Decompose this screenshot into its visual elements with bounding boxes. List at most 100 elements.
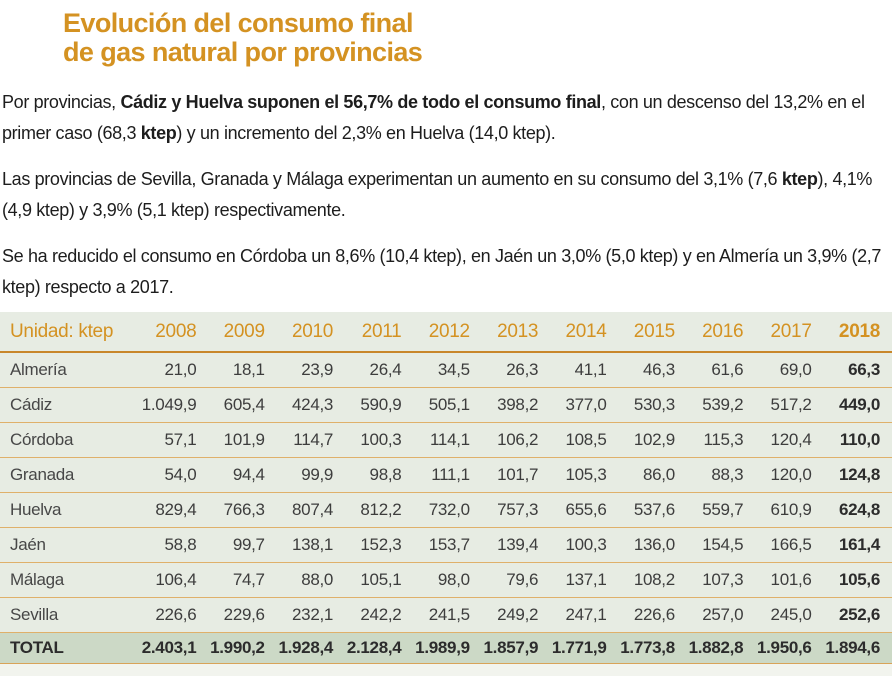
total-value-cell: 2.128,4 bbox=[345, 632, 414, 665]
value-cell: 537,6 bbox=[618, 492, 687, 528]
value-cell: 107,3 bbox=[686, 562, 756, 598]
paragraph-run: ), 4,1% (4,9 ktep) y 3,9% (5,1 ktep) res… bbox=[2, 169, 873, 220]
paragraph-run: Las provincias de Sevilla, Granada y Mál… bbox=[2, 169, 782, 189]
summary-paragraphs: Por provincias, Cádiz y Huelva suponen e… bbox=[2, 87, 890, 318]
table-row: Málaga 106,4 74,7 88,0 105,1 98,0 79,6 137,1 108… bbox=[0, 562, 892, 598]
value-cell: 99,9 bbox=[276, 457, 346, 493]
value-cell: 98,0 bbox=[413, 562, 482, 598]
value-cell: 245,0 bbox=[755, 597, 824, 633]
page-title-line-2: de gas natural por provincias bbox=[63, 37, 423, 67]
value-cell: 559,7 bbox=[686, 492, 756, 528]
value-cell: 139,4 bbox=[481, 527, 551, 563]
value-cell: 590,9 bbox=[345, 387, 414, 423]
year-header: 2016 bbox=[686, 312, 756, 353]
value-cell: 94,4 bbox=[208, 457, 277, 493]
value-cell: 766,3 bbox=[208, 492, 277, 528]
total-value-cell: 1.773,8 bbox=[618, 632, 687, 665]
value-cell: 247,1 bbox=[550, 597, 619, 633]
year-header: 2013 bbox=[481, 312, 551, 353]
value-cell: 154,5 bbox=[686, 527, 756, 563]
value-cell: 449,0 bbox=[823, 387, 892, 423]
table-row: Almería 21,0 18,1 23,9 26,4 34,5 26,3 41,1 46,3 6… bbox=[0, 352, 892, 388]
value-cell: 539,2 bbox=[686, 387, 756, 423]
paragraph-bold-run: Cádiz y Huelva suponen el 56,7% de todo … bbox=[120, 92, 601, 112]
paragraph-run: Se ha reducido el consumo en Córdoba un … bbox=[2, 246, 882, 297]
value-cell: 398,2 bbox=[481, 387, 551, 423]
value-cell: 23,9 bbox=[276, 352, 346, 388]
value-cell: 110,0 bbox=[823, 422, 892, 458]
table-header: Unidad: ktep 2008 2009 2010 2011 2012 2013 2014… bbox=[0, 312, 892, 353]
value-cell: 100,3 bbox=[550, 527, 619, 563]
value-cell: 108,2 bbox=[618, 562, 687, 598]
value-cell: 41,1 bbox=[550, 352, 619, 388]
province-label: Sevilla bbox=[0, 597, 140, 633]
value-cell: 66,3 bbox=[823, 352, 892, 388]
bottom-strip bbox=[0, 664, 892, 676]
value-cell: 58,8 bbox=[140, 527, 209, 563]
province-label: Almería bbox=[0, 352, 140, 388]
value-cell: 232,1 bbox=[276, 597, 346, 633]
province-label: Málaga bbox=[0, 562, 140, 598]
value-cell: 757,3 bbox=[481, 492, 551, 528]
total-value-cell: 1.950,6 bbox=[755, 632, 824, 665]
province-label: Cádiz bbox=[0, 387, 140, 423]
value-cell: 57,1 bbox=[140, 422, 209, 458]
value-cell: 26,3 bbox=[481, 352, 551, 388]
value-cell: 88,3 bbox=[686, 457, 756, 493]
value-cell: 530,3 bbox=[618, 387, 687, 423]
value-cell: 249,2 bbox=[481, 597, 551, 633]
value-cell: 108,5 bbox=[550, 422, 619, 458]
value-cell: 161,4 bbox=[823, 527, 892, 563]
value-cell: 226,6 bbox=[618, 597, 687, 633]
table-row: Granada 54,0 94,4 99,9 98,8 111,1 101,7 105,3 86… bbox=[0, 457, 892, 493]
value-cell: 812,2 bbox=[345, 492, 414, 528]
value-cell: 105,6 bbox=[823, 562, 892, 598]
value-cell: 120,0 bbox=[755, 457, 824, 493]
value-cell: 106,4 bbox=[140, 562, 209, 598]
unit-label: Unidad: ktep bbox=[0, 312, 140, 353]
paragraph: Las provincias de Sevilla, Granada y Mál… bbox=[2, 164, 890, 226]
value-cell: 86,0 bbox=[618, 457, 687, 493]
year-header: 2015 bbox=[618, 312, 687, 353]
value-cell: 98,8 bbox=[345, 457, 414, 493]
total-value-cell: 1.857,9 bbox=[481, 632, 551, 665]
value-cell: 101,6 bbox=[755, 562, 824, 598]
value-cell: 100,3 bbox=[345, 422, 414, 458]
page-title: Evolución del consumo final de gas natur… bbox=[63, 9, 423, 67]
paragraph: Por provincias, Cádiz y Huelva suponen e… bbox=[2, 87, 890, 149]
total-value-cell: 1.894,6 bbox=[823, 632, 892, 665]
table-body: Almería 21,0 18,1 23,9 26,4 34,5 26,3 41,1 46,3 6… bbox=[0, 352, 892, 665]
value-cell: 732,0 bbox=[413, 492, 482, 528]
value-cell: 114,1 bbox=[413, 422, 482, 458]
value-cell: 46,3 bbox=[618, 352, 687, 388]
year-header: 2017 bbox=[755, 312, 824, 353]
value-cell: 257,0 bbox=[686, 597, 756, 633]
table-header-row: Unidad: ktep 2008 2009 2010 2011 2012 2013 2014… bbox=[0, 312, 892, 353]
value-cell: 99,7 bbox=[208, 527, 277, 563]
year-header: 2008 bbox=[140, 312, 209, 353]
table-row: Huelva 829,4 766,3 807,4 812,2 732,0 757,3 655,… bbox=[0, 492, 892, 528]
value-cell: 106,2 bbox=[481, 422, 551, 458]
total-row: TOTAL 2.403,1 1.990,2 1.928,4 2.128,4 1.989,9… bbox=[0, 632, 892, 665]
year-header: 2018 bbox=[823, 312, 892, 353]
paragraph-run: , con un descenso del 13,2% en el primer… bbox=[2, 92, 865, 143]
year-header: 2010 bbox=[276, 312, 346, 353]
value-cell: 229,6 bbox=[208, 597, 277, 633]
total-value-cell: 1.771,9 bbox=[550, 632, 619, 665]
paragraph-run: ) y un incremento del 2,3% en Huelva (14… bbox=[176, 123, 556, 143]
value-cell: 101,7 bbox=[481, 457, 551, 493]
value-cell: 101,9 bbox=[208, 422, 277, 458]
value-cell: 21,0 bbox=[140, 352, 209, 388]
value-cell: 807,4 bbox=[276, 492, 346, 528]
value-cell: 1.049,9 bbox=[140, 387, 209, 423]
total-value-cell: 1.928,4 bbox=[276, 632, 346, 665]
value-cell: 605,4 bbox=[208, 387, 277, 423]
value-cell: 424,3 bbox=[276, 387, 346, 423]
value-cell: 252,6 bbox=[823, 597, 892, 633]
paragraph-bold-run: ktep bbox=[140, 123, 177, 143]
year-header: 2012 bbox=[413, 312, 482, 353]
total-value-cell: 1.882,8 bbox=[686, 632, 756, 665]
value-cell: 74,7 bbox=[208, 562, 277, 598]
table-row: Cádiz 1.049,9 605,4 424,3 590,9 505,1 398,2 377… bbox=[0, 387, 892, 423]
